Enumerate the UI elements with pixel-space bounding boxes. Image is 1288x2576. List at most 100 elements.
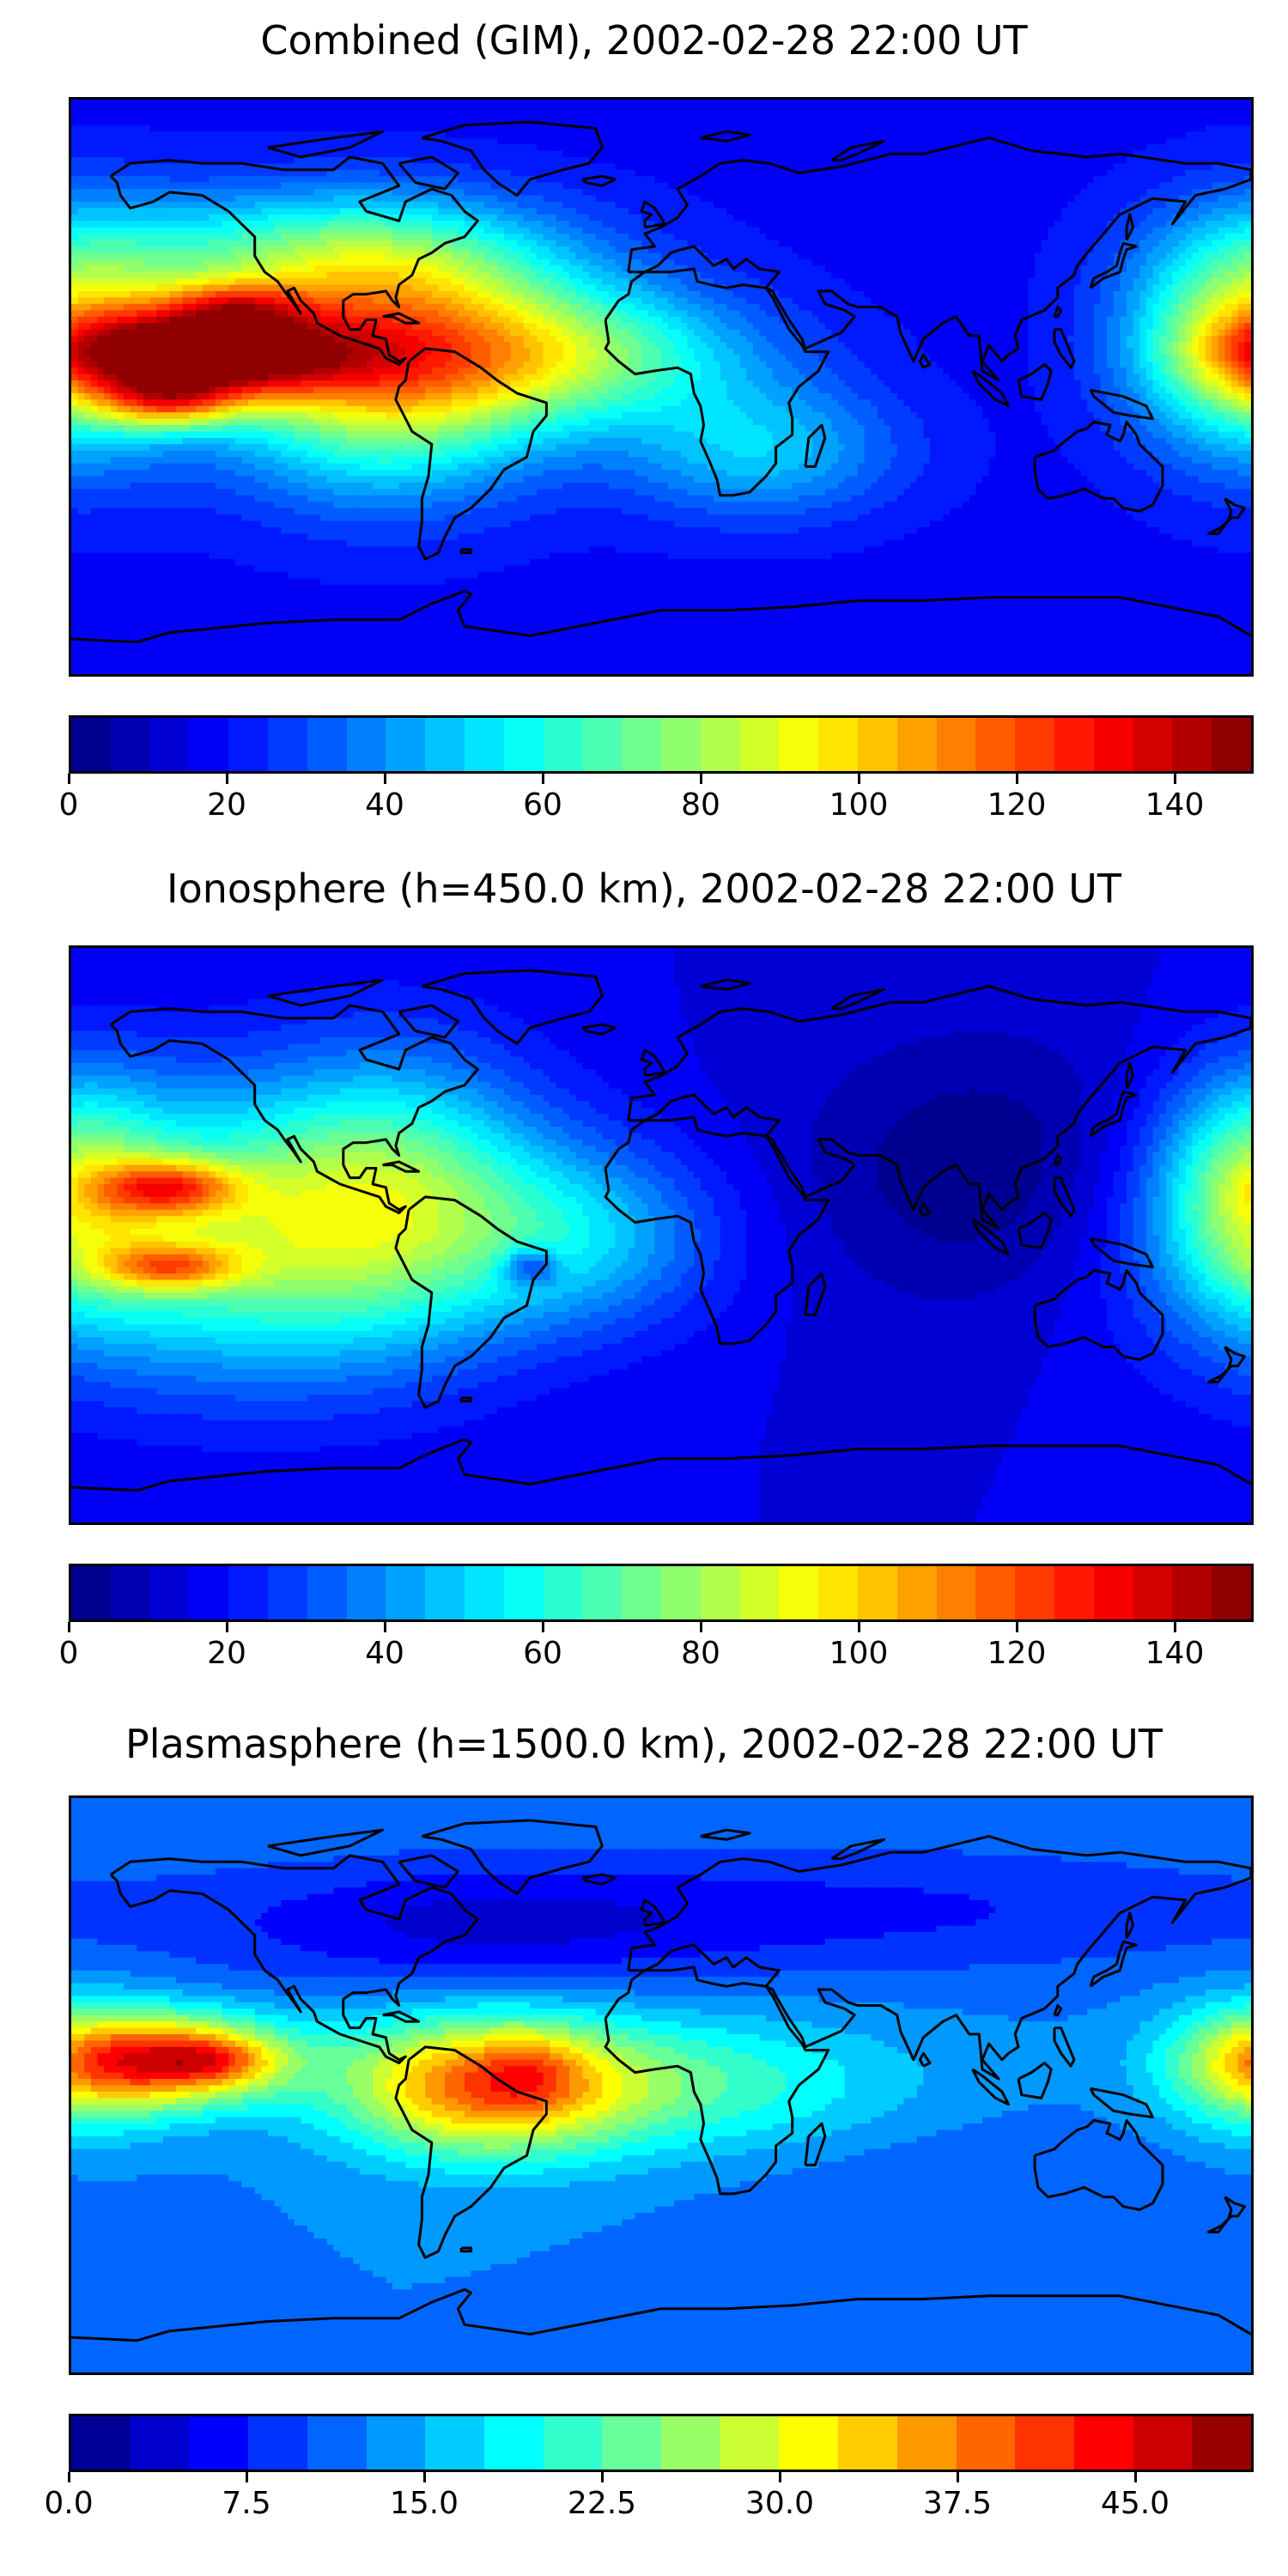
africa-coast: [604, 1965, 830, 2196]
antarctica-coast: [71, 589, 1251, 644]
colorbar-segment: [307, 2416, 367, 2470]
new-zealand-coast: [1206, 1346, 1246, 1383]
colorbar-segment: [857, 718, 897, 771]
map-canvas-plasmasphere: [71, 1798, 1251, 2372]
sakhalin-coast: [1125, 1061, 1135, 1090]
colorbar-segment: [1093, 1566, 1133, 1619]
north-america-coast: [109, 155, 479, 366]
colorbar-segment: [307, 1566, 347, 1619]
cuba-coast: [382, 2010, 421, 2023]
colorbar-segment: [189, 718, 229, 771]
baffin-island-coast: [398, 1854, 459, 1889]
arctic-islands-coast: [267, 978, 385, 1007]
novaya-zemlya-coast: [830, 987, 885, 1011]
british-isles-coast: [640, 1048, 666, 1078]
tick-mark: [778, 2472, 781, 2482]
north-america-coast: [109, 1854, 479, 2064]
colorbar-segment: [582, 1566, 623, 1619]
colorbar-segment: [346, 1566, 386, 1619]
colorbar-segment: [622, 718, 661, 771]
colorbar-segment: [818, 718, 858, 771]
map-canvas-combined: [71, 100, 1251, 674]
philippines-coast: [1053, 328, 1076, 369]
colorbar-segment: [149, 718, 190, 771]
tick-label: 120: [987, 787, 1047, 823]
colorbar-segment: [838, 2416, 897, 2470]
tick-label: 7.5: [222, 2486, 270, 2521]
svalbard-coast: [700, 978, 751, 991]
africa-coast: [604, 267, 830, 497]
tick-label: 40: [365, 787, 404, 823]
greenland-coast: [421, 120, 604, 197]
colorbar-segment: [149, 1566, 190, 1619]
tick-mark: [67, 1622, 70, 1632]
tick-label: 140: [1145, 787, 1205, 823]
novaya-zemlya-coast: [830, 139, 885, 162]
australia-coast: [1033, 1268, 1164, 1361]
colorbar-segment: [975, 1566, 1016, 1619]
colorbar-segment: [1054, 1566, 1094, 1619]
greenland-coast: [421, 1819, 604, 1895]
iceland-coast: [581, 1023, 617, 1036]
falklands-coast: [459, 1396, 473, 1403]
colorbar-segment: [503, 1566, 544, 1619]
new-guinea-coast: [1089, 2087, 1154, 2119]
colorbar-ticks-ionosphere: 0 20 40 60 80 100 120 140: [59, 1622, 1254, 1674]
tick-mark: [383, 1622, 386, 1632]
colorbar-segment: [896, 1566, 937, 1619]
colorbar-ionosphere: [69, 1564, 1254, 1622]
colorbar-combined: [69, 715, 1254, 774]
sri-lanka-coast: [919, 353, 932, 369]
colorbar-segment: [622, 1566, 661, 1619]
colorbar-segment: [189, 2416, 249, 2470]
colorbar-segment: [896, 718, 937, 771]
colorbar-segment: [779, 2416, 839, 2470]
colorbar-segment: [956, 2416, 1016, 2470]
colorbar-segment: [1212, 1566, 1251, 1619]
sumatra-coast: [971, 1218, 1011, 1256]
sumatra-coast: [971, 2068, 1011, 2106]
new-guinea-coast: [1089, 1236, 1154, 1269]
colorbar-segment: [602, 2416, 662, 2470]
colorbar-plasmasphere: [69, 2414, 1254, 2472]
tick-label: 40: [365, 1636, 404, 1671]
colorbar-segment: [71, 718, 111, 771]
colorbar-segment: [71, 2416, 131, 2470]
colorbar-segment: [130, 2416, 190, 2470]
tick-label: 15.0: [390, 2486, 459, 2521]
tick-label: 100: [829, 787, 889, 823]
colorbar-segment: [1133, 718, 1173, 771]
map-plasmasphere: [69, 1795, 1254, 2375]
tick-mark: [857, 774, 860, 784]
map-combined: [69, 97, 1254, 677]
colorbar-segment: [1015, 718, 1054, 771]
colorbar-segment: [1093, 718, 1133, 771]
colorbar-segment: [483, 2416, 544, 2470]
colorbar-segment: [366, 2416, 426, 2470]
colorbar-segment: [110, 1566, 150, 1619]
colorbar-segment: [189, 1566, 229, 1619]
colorbar-segment: [464, 718, 504, 771]
tick-mark: [422, 2472, 426, 2482]
south-america-coast: [394, 347, 548, 561]
australia-coast: [1033, 2118, 1164, 2211]
colorbar-segment: [779, 1566, 819, 1619]
colorbar-segment: [582, 718, 623, 771]
baffin-island-coast: [398, 1004, 459, 1039]
colorbar-segment: [267, 1566, 307, 1619]
tick-label: 60: [523, 787, 562, 823]
colorbar-segment: [661, 2416, 720, 2470]
africa-coast: [604, 1115, 830, 1346]
colorbar-segment: [425, 718, 465, 771]
map-canvas-ionosphere: [71, 948, 1251, 1522]
taiwan-coast: [1053, 2004, 1063, 2017]
falklands-coast: [459, 548, 473, 555]
map-ionosphere: [69, 945, 1254, 1525]
colorbar-segment: [739, 1566, 780, 1619]
colorbar-segment: [267, 718, 307, 771]
colorbar-segment: [936, 1566, 976, 1619]
colorbar-segment: [386, 718, 426, 771]
tick-mark: [541, 1622, 544, 1632]
tick-label: 45.0: [1101, 2486, 1170, 2521]
